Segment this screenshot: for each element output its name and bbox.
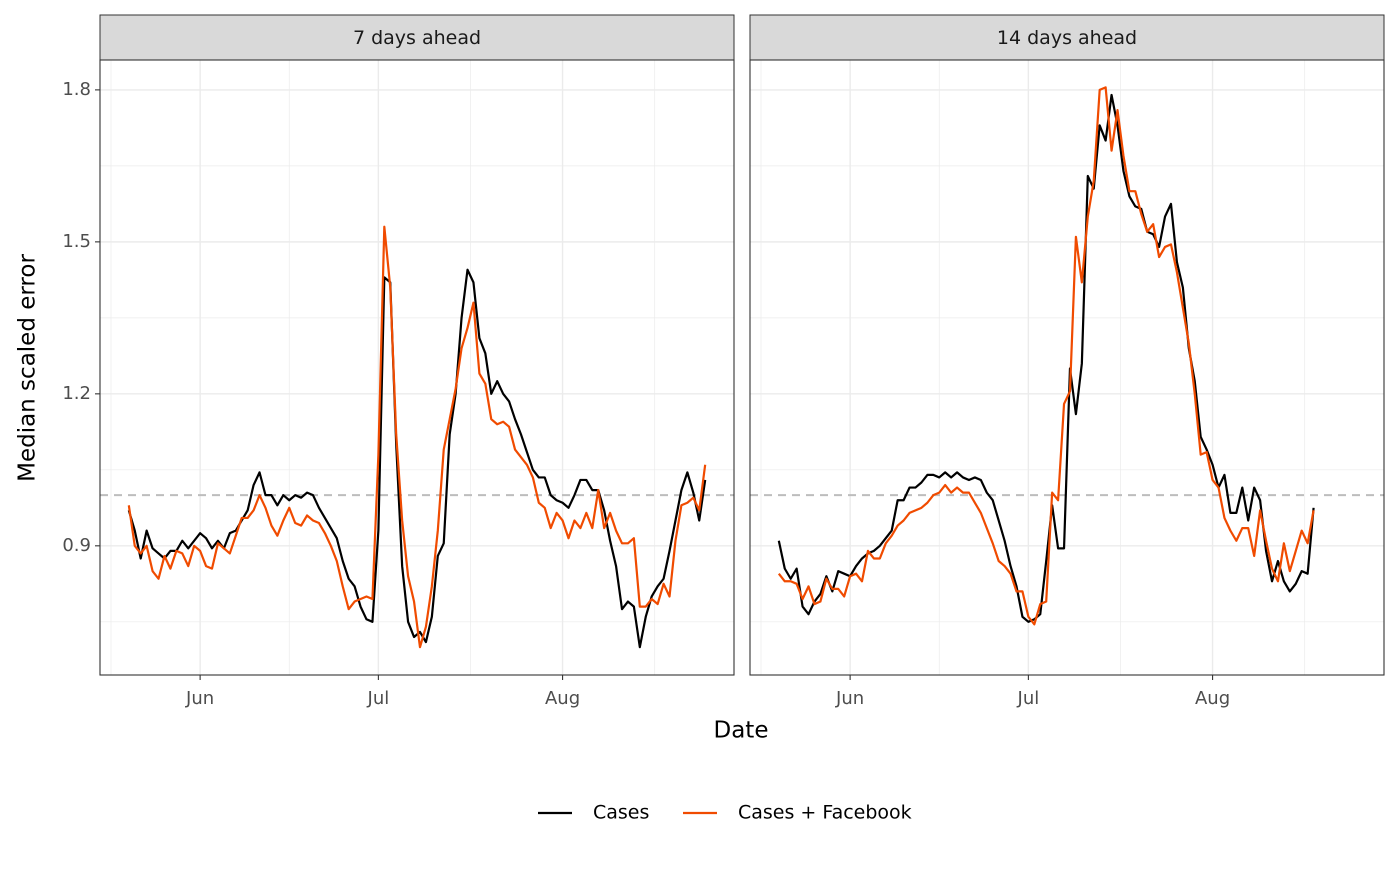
x-axis-label: Date [714, 718, 769, 744]
y-tick-label: 1.8 [62, 79, 91, 100]
legend-label: Cases + Facebook [738, 802, 912, 824]
y-tick-label: 1.5 [62, 231, 91, 252]
data-line [127, 225, 707, 649]
x-tick-label: Jul [1017, 688, 1040, 709]
x-tick-label: Jul [367, 688, 390, 709]
facet-strip [99, 14, 735, 61]
y-tick-label: 0.9 [62, 535, 91, 556]
facet-title: 14 days ahead [997, 27, 1137, 49]
facet-strip [749, 14, 1385, 61]
x-tick-label: Aug [1195, 688, 1230, 709]
data-line [127, 268, 707, 649]
legend-label: Cases [593, 802, 649, 824]
panel-border [749, 59, 1385, 676]
data-line [777, 86, 1315, 626]
y-tick-label: 1.2 [62, 383, 91, 404]
facet-title: 7 days ahead [353, 27, 481, 49]
y-axis-label: Median scaled error [15, 254, 41, 482]
x-tick-label: Aug [545, 688, 580, 709]
x-tick-label: Jun [185, 688, 214, 709]
panel-border [99, 59, 735, 676]
x-tick-label: Jun [835, 688, 864, 709]
